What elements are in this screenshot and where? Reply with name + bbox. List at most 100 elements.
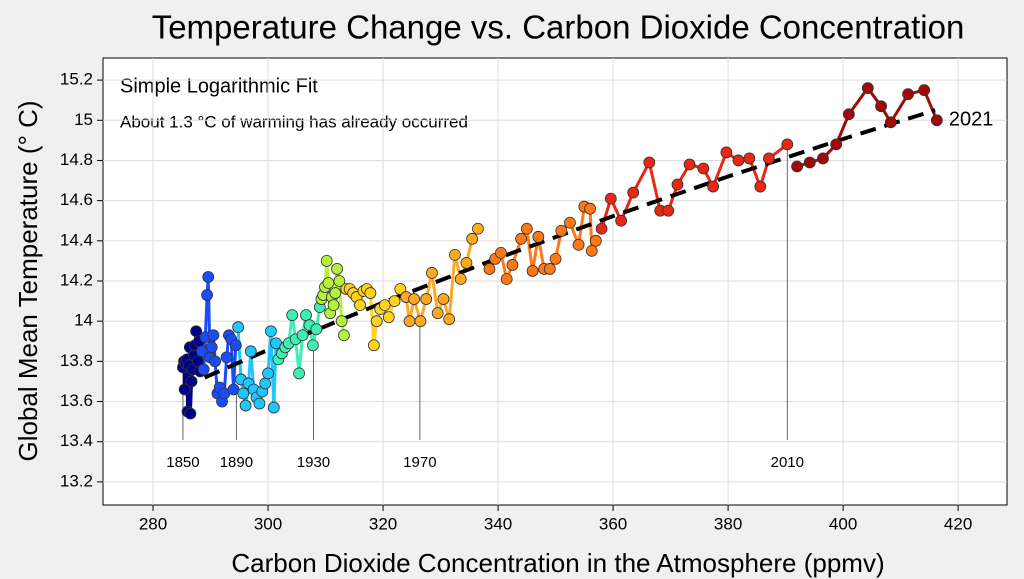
data-point: [322, 277, 335, 289]
data-point: [662, 204, 675, 217]
data-point: [431, 307, 444, 320]
data-point: [420, 293, 433, 305]
data-point: [296, 329, 309, 342]
data-point: [229, 339, 242, 352]
data-point: [930, 114, 943, 127]
data-point: [842, 108, 855, 121]
data-point: [286, 309, 299, 322]
data-point: [333, 275, 346, 287]
data-point: [763, 152, 775, 165]
data-point: [244, 345, 257, 358]
data-point: [526, 265, 539, 277]
data-point: [327, 299, 340, 312]
x-axis-label: Carbon Dioxide Concentration in the Atmo…: [231, 548, 884, 578]
data-point: [388, 295, 401, 307]
data-point: [549, 252, 562, 265]
data-point: [515, 232, 527, 245]
data-point: [643, 156, 656, 169]
data-point: [331, 263, 343, 275]
x-tick-label: 280: [139, 514, 167, 533]
data-point: [306, 339, 319, 352]
data-point: [791, 160, 804, 173]
data-point: [239, 399, 252, 412]
data-point: [861, 82, 874, 95]
data-point: [443, 313, 456, 326]
data-point: [460, 257, 473, 269]
data-point: [615, 214, 628, 227]
data-point: [466, 232, 479, 245]
y-tick-label: 14: [74, 311, 93, 330]
data-point: [265, 325, 277, 338]
y-tick-label: 13.8: [60, 351, 93, 370]
data-point: [506, 259, 519, 271]
y-axis-label: Global Mean Temperature (° C): [13, 100, 43, 461]
data-point: [483, 263, 496, 275]
data-point: [178, 383, 191, 396]
data-point: [683, 158, 696, 171]
data-point: [338, 329, 350, 342]
y-tick-label: 14.6: [60, 190, 93, 209]
data-point: [300, 309, 312, 322]
data-point: [671, 178, 684, 191]
data-point: [532, 230, 545, 243]
data-point: [232, 321, 245, 334]
chart-title: Temperature Change vs. Carbon Dioxide Co…: [152, 9, 965, 46]
annotation-label: 1930: [297, 454, 330, 471]
data-point: [454, 273, 467, 285]
data-point: [202, 271, 215, 283]
x-tick-label: 400: [829, 514, 857, 533]
data-point: [595, 222, 608, 235]
data-point: [403, 315, 416, 328]
data-point: [781, 138, 794, 151]
annotation-label: 2010: [771, 454, 804, 471]
x-tick-label: 420: [944, 514, 972, 533]
data-point: [589, 234, 602, 247]
data-point: [875, 100, 887, 113]
data-point: [449, 248, 461, 261]
data-point: [201, 289, 213, 301]
data-point: [472, 222, 484, 235]
data-point: [382, 311, 395, 324]
data-point: [227, 383, 240, 396]
data-point: [604, 192, 617, 205]
y-tick-label: 13.6: [60, 391, 93, 410]
data-point: [185, 375, 198, 388]
data-point: [293, 367, 305, 380]
x-tick-label: 360: [599, 514, 627, 533]
data-point: [408, 293, 421, 305]
data-point: [414, 315, 427, 328]
data-point: [197, 363, 210, 376]
data-point: [830, 138, 843, 151]
annotation-label: 1890: [220, 454, 253, 471]
x-tick-label: 300: [254, 514, 282, 533]
data-point: [253, 397, 266, 410]
data-point: [220, 351, 233, 364]
data-point: [495, 246, 507, 259]
data-point: [902, 88, 914, 101]
data-point: [320, 255, 333, 267]
y-tick-label: 15: [74, 110, 93, 129]
x-tick-label: 340: [484, 514, 512, 533]
data-point: [329, 287, 342, 299]
end-label: 2021: [949, 109, 994, 131]
y-tick-label: 14.2: [60, 270, 93, 289]
data-point: [732, 154, 745, 167]
subtitle: Simple Logarithmic Fit: [120, 75, 318, 97]
data-point: [584, 202, 596, 215]
data-point: [310, 323, 323, 336]
data-point: [354, 299, 366, 312]
data-point: [627, 186, 640, 199]
data-point: [364, 287, 377, 299]
data-point: [754, 180, 767, 193]
data-point: [209, 355, 222, 368]
data-point: [378, 299, 391, 312]
data-point: [237, 387, 250, 400]
data-point: [803, 156, 816, 169]
data-point: [259, 377, 272, 390]
data-point: [370, 315, 383, 328]
note: About 1.3 °C of warming has already occu…: [120, 112, 468, 131]
annotation-label: 1970: [403, 454, 436, 471]
data-point: [394, 283, 407, 295]
y-tick-label: 13.4: [60, 431, 93, 450]
data-point: [884, 116, 897, 129]
